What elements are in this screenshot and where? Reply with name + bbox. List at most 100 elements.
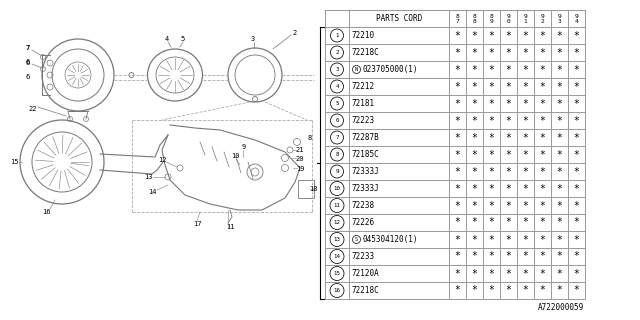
Text: 8: 8 — [456, 13, 460, 19]
Text: *: * — [573, 99, 579, 108]
Text: *: * — [557, 132, 563, 142]
Text: 6: 6 — [335, 118, 339, 123]
Text: 4: 4 — [335, 84, 339, 89]
Text: *: * — [454, 268, 460, 278]
Text: *: * — [573, 65, 579, 75]
Text: *: * — [523, 166, 529, 177]
Text: *: * — [573, 132, 579, 142]
Text: 11: 11 — [226, 224, 234, 230]
Text: *: * — [523, 235, 529, 244]
Text: *: * — [540, 47, 545, 58]
Text: *: * — [454, 65, 460, 75]
Text: *: * — [506, 285, 511, 295]
Text: 72238: 72238 — [352, 201, 375, 210]
Text: *: * — [523, 82, 529, 92]
Text: *: * — [472, 268, 477, 278]
Text: *: * — [540, 285, 545, 295]
Text: *: * — [454, 116, 460, 125]
Text: *: * — [573, 82, 579, 92]
Text: 045304120(1): 045304120(1) — [362, 235, 418, 244]
Text: *: * — [573, 166, 579, 177]
Text: *: * — [523, 268, 529, 278]
Text: *: * — [472, 285, 477, 295]
Text: *: * — [557, 285, 563, 295]
Text: *: * — [506, 149, 511, 159]
Text: *: * — [557, 30, 563, 41]
Text: 8: 8 — [335, 152, 339, 157]
Text: *: * — [488, 252, 495, 261]
Text: *: * — [488, 65, 495, 75]
Text: *: * — [454, 82, 460, 92]
Text: *: * — [557, 183, 563, 194]
Text: *: * — [573, 47, 579, 58]
Text: *: * — [488, 201, 495, 211]
Text: *: * — [557, 166, 563, 177]
Text: 3: 3 — [335, 67, 339, 72]
Text: *: * — [557, 149, 563, 159]
Text: *: * — [573, 201, 579, 211]
Text: *: * — [488, 183, 495, 194]
Text: *: * — [472, 183, 477, 194]
Text: 18: 18 — [308, 186, 317, 192]
Text: 6: 6 — [26, 60, 30, 66]
Text: *: * — [488, 285, 495, 295]
Text: 20: 20 — [296, 156, 304, 162]
Text: N: N — [355, 67, 358, 72]
Text: *: * — [523, 285, 529, 295]
Text: 72185C: 72185C — [352, 150, 380, 159]
Text: *: * — [523, 201, 529, 211]
Text: *: * — [454, 30, 460, 41]
Text: 16: 16 — [333, 288, 340, 293]
Text: *: * — [506, 47, 511, 58]
Text: *: * — [454, 149, 460, 159]
Text: *: * — [523, 252, 529, 261]
Text: 72333J: 72333J — [352, 167, 380, 176]
Text: 10: 10 — [333, 186, 340, 191]
Text: 6: 6 — [26, 74, 30, 80]
Text: 5: 5 — [335, 101, 339, 106]
Text: *: * — [540, 65, 545, 75]
Text: *: * — [472, 47, 477, 58]
Text: *: * — [472, 132, 477, 142]
Text: 72210: 72210 — [352, 31, 375, 40]
Text: *: * — [488, 116, 495, 125]
Text: 17: 17 — [193, 221, 201, 227]
Text: *: * — [506, 82, 511, 92]
Text: 13: 13 — [144, 174, 152, 180]
Text: 10: 10 — [231, 153, 239, 159]
Text: 22: 22 — [29, 106, 37, 112]
Text: 19: 19 — [296, 166, 304, 172]
Text: 72223: 72223 — [352, 116, 375, 125]
Text: *: * — [557, 201, 563, 211]
Text: *: * — [540, 166, 545, 177]
Text: *: * — [454, 285, 460, 295]
Text: *: * — [472, 30, 477, 41]
Text: 8: 8 — [490, 13, 493, 19]
Text: 72212: 72212 — [352, 82, 375, 91]
Text: *: * — [540, 235, 545, 244]
Text: *: * — [506, 132, 511, 142]
Text: *: * — [454, 132, 460, 142]
Text: 2: 2 — [541, 19, 545, 23]
Text: *: * — [523, 116, 529, 125]
Text: *: * — [472, 218, 477, 228]
Text: *: * — [454, 47, 460, 58]
Text: 72181: 72181 — [352, 99, 375, 108]
Text: *: * — [573, 30, 579, 41]
Text: *: * — [557, 65, 563, 75]
Text: *: * — [573, 235, 579, 244]
Text: *: * — [557, 252, 563, 261]
Text: A722000059: A722000059 — [538, 302, 584, 311]
Text: *: * — [454, 252, 460, 261]
Text: *: * — [557, 268, 563, 278]
Text: 15: 15 — [10, 159, 19, 165]
Text: *: * — [472, 99, 477, 108]
Text: *: * — [573, 252, 579, 261]
Text: PARTS CORD: PARTS CORD — [376, 14, 422, 23]
Bar — [325, 10, 585, 299]
Text: *: * — [540, 218, 545, 228]
Text: 13: 13 — [333, 237, 340, 242]
Text: *: * — [472, 116, 477, 125]
Text: 4: 4 — [575, 19, 579, 23]
Text: 72218C: 72218C — [352, 286, 380, 295]
